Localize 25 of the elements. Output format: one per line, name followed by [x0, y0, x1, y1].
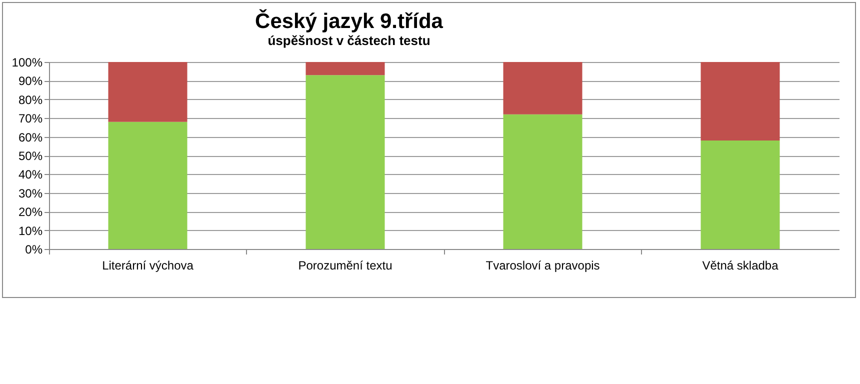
chart-subtitle: úspěšnost v částech testu — [268, 33, 430, 48]
bar — [108, 62, 188, 122]
y-tick-label: 90% — [18, 74, 43, 88]
x-tick-label: Tvarosloví a pravopis — [486, 258, 600, 272]
bar — [108, 122, 188, 249]
bar — [700, 62, 780, 141]
bar — [503, 62, 582, 114]
bar — [503, 114, 582, 249]
bar — [306, 75, 385, 249]
y-tick-label: 80% — [18, 92, 43, 107]
y-tick-label: 40% — [18, 168, 43, 182]
y-tick-label: 30% — [18, 186, 43, 200]
y-tick-label: 100% — [12, 56, 43, 70]
y-tick-label: 60% — [18, 130, 43, 144]
chart-title: Český jazyk 9.třída — [255, 9, 444, 33]
bar — [306, 62, 385, 76]
x-tick-label: Literární výchova — [102, 258, 194, 272]
y-tick-label: 70% — [18, 112, 43, 126]
y-tick-label: 20% — [18, 205, 43, 220]
bar — [700, 140, 780, 249]
x-tick-label: Větná skladba — [702, 258, 779, 272]
y-tick-label: 50% — [18, 149, 43, 163]
x-tick-label: Porozumění textu — [298, 258, 392, 272]
y-tick-label: 10% — [18, 224, 43, 238]
y-tick-label: 0% — [25, 242, 43, 256]
